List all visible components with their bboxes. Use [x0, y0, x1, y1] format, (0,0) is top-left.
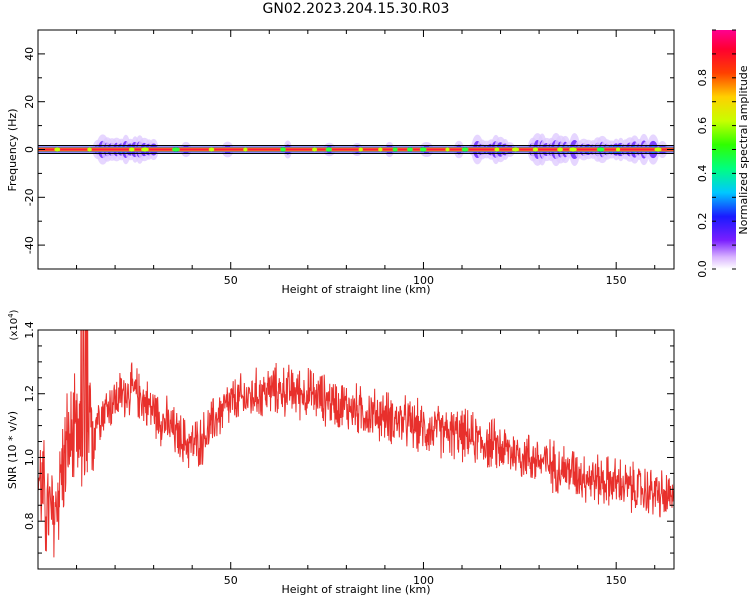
x-tick-label: 50: [224, 274, 238, 287]
signal-highlight: [243, 147, 248, 152]
snr-ticks: [38, 329, 674, 570]
spectrogram-ticks: [38, 29, 674, 270]
snr-y-tick-labels: 0.8 1.0 1.2 1.4: [23, 321, 36, 530]
signal-highlight: [445, 147, 450, 152]
signal-highlight: [208, 147, 215, 152]
y-tick-label: -20: [23, 188, 36, 206]
signal-highlight: [494, 147, 500, 152]
spectrogram-panel: 50 100 150 40 20 0 -20 -40 Height of straight …: [6, 29, 675, 296]
colorbar-tick-label: 0.8: [696, 69, 709, 87]
colorbar-tick-label: 0.4: [696, 165, 709, 183]
signal-highlight: [569, 147, 577, 152]
signal-highlight: [128, 147, 135, 152]
signal-highlight: [419, 147, 427, 152]
y-tick-label: 0: [23, 146, 36, 153]
spectrogram-x-tick-labels: 50 100 150: [224, 274, 627, 287]
y-tick-label: 1.2: [23, 385, 36, 403]
colorbar-tick-label: 0.2: [696, 212, 709, 230]
signal-highlight: [615, 147, 621, 152]
y-tick-label: 1.4: [23, 321, 36, 339]
colorbar-tick-label: 0.0: [696, 260, 709, 278]
signal-highlight: [532, 147, 539, 152]
y-tick-label: -40: [23, 236, 36, 254]
y-tick-label: 0.8: [23, 512, 36, 530]
signal-highlight: [141, 147, 149, 152]
spectrogram-y-tick-labels: 40 20 0 -20 -40: [23, 47, 36, 254]
signal-band-core: [38, 148, 674, 151]
signal-highlight: [54, 147, 61, 152]
signal-highlight: [171, 147, 180, 152]
signal-highlight: [325, 147, 332, 152]
x-tick-label: 100: [413, 274, 434, 287]
snr-frame: [37, 329, 675, 570]
signal-highlight: [280, 147, 286, 152]
signal-highlight: [392, 147, 398, 152]
spectral-signal-band: [38, 132, 674, 167]
snr-x-tick-labels: 50 100 150: [224, 574, 627, 587]
colorbar-tick-label: 0.6: [696, 117, 709, 135]
signal-highlight: [87, 147, 92, 152]
signal-highlight: [461, 147, 469, 152]
spectrogram-x-axis-label: Height of straight line (km): [281, 283, 430, 296]
signal-highlight: [358, 147, 363, 152]
x-tick-label: 150: [606, 274, 627, 287]
signal-highlight: [312, 147, 318, 152]
spectrogram-y-axis-label: Frequency (Hz): [6, 109, 19, 192]
signal-highlight: [378, 147, 383, 152]
snr-series-line: [38, 330, 674, 558]
colorbar-label: Normalized spectral amplitude: [737, 65, 750, 234]
snr-y-axis-label: SNR (10 * v/v): [6, 411, 19, 489]
snr-x-axis-label: Height of straight line (km): [281, 583, 430, 596]
signal-highlight: [406, 147, 413, 152]
signal-highlight: [654, 147, 662, 152]
y-tick-label: 20: [23, 95, 36, 109]
snr-panel: 50 100 150 0.8 1.0 1.2 1.4 Height of straight…: [6, 309, 675, 596]
x-tick-label: 50: [224, 574, 238, 587]
colorbar: 0.0 0.2 0.4 0.6 0.8 Normalized spectral ampl…: [696, 29, 750, 278]
y-tick-label: 1.0: [23, 449, 36, 467]
colorbar-ticks: 0.0 0.2 0.4 0.6 0.8: [696, 29, 736, 278]
y-tick-label: 40: [23, 47, 36, 61]
x-tick-label: 150: [606, 574, 627, 587]
figure-title: GN02.2023.204.15.30.R03: [262, 1, 450, 17]
signal-highlight: [557, 147, 563, 152]
snr-multiplier-label: (x104): [7, 309, 20, 340]
x-tick-label: 100: [413, 574, 434, 587]
signal-highlight: [596, 147, 605, 152]
signal-highlight: [511, 147, 520, 152]
